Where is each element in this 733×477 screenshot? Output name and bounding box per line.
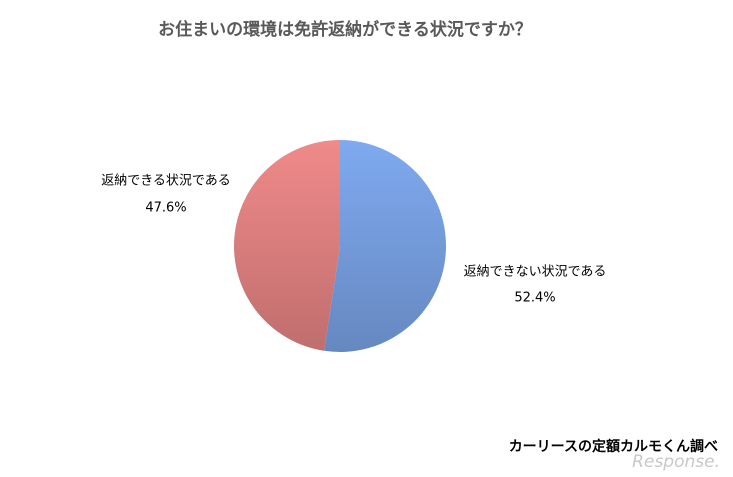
- slice-value-label: 47.6%: [145, 201, 186, 216]
- slice-label: 返納できる状況である: [101, 174, 231, 189]
- source-note: カーリースの定額カルモくん調べ: [509, 438, 718, 455]
- chart-title: お住まいの環境は免許返納ができる状況ですか？: [158, 19, 532, 40]
- pie-slice: [324, 140, 446, 353]
- slice-label: 返納できない状況である: [464, 265, 607, 280]
- watermark: Response.: [632, 452, 720, 472]
- slice-value-label: 52.4%: [514, 291, 555, 306]
- pie-slice: [234, 140, 340, 351]
